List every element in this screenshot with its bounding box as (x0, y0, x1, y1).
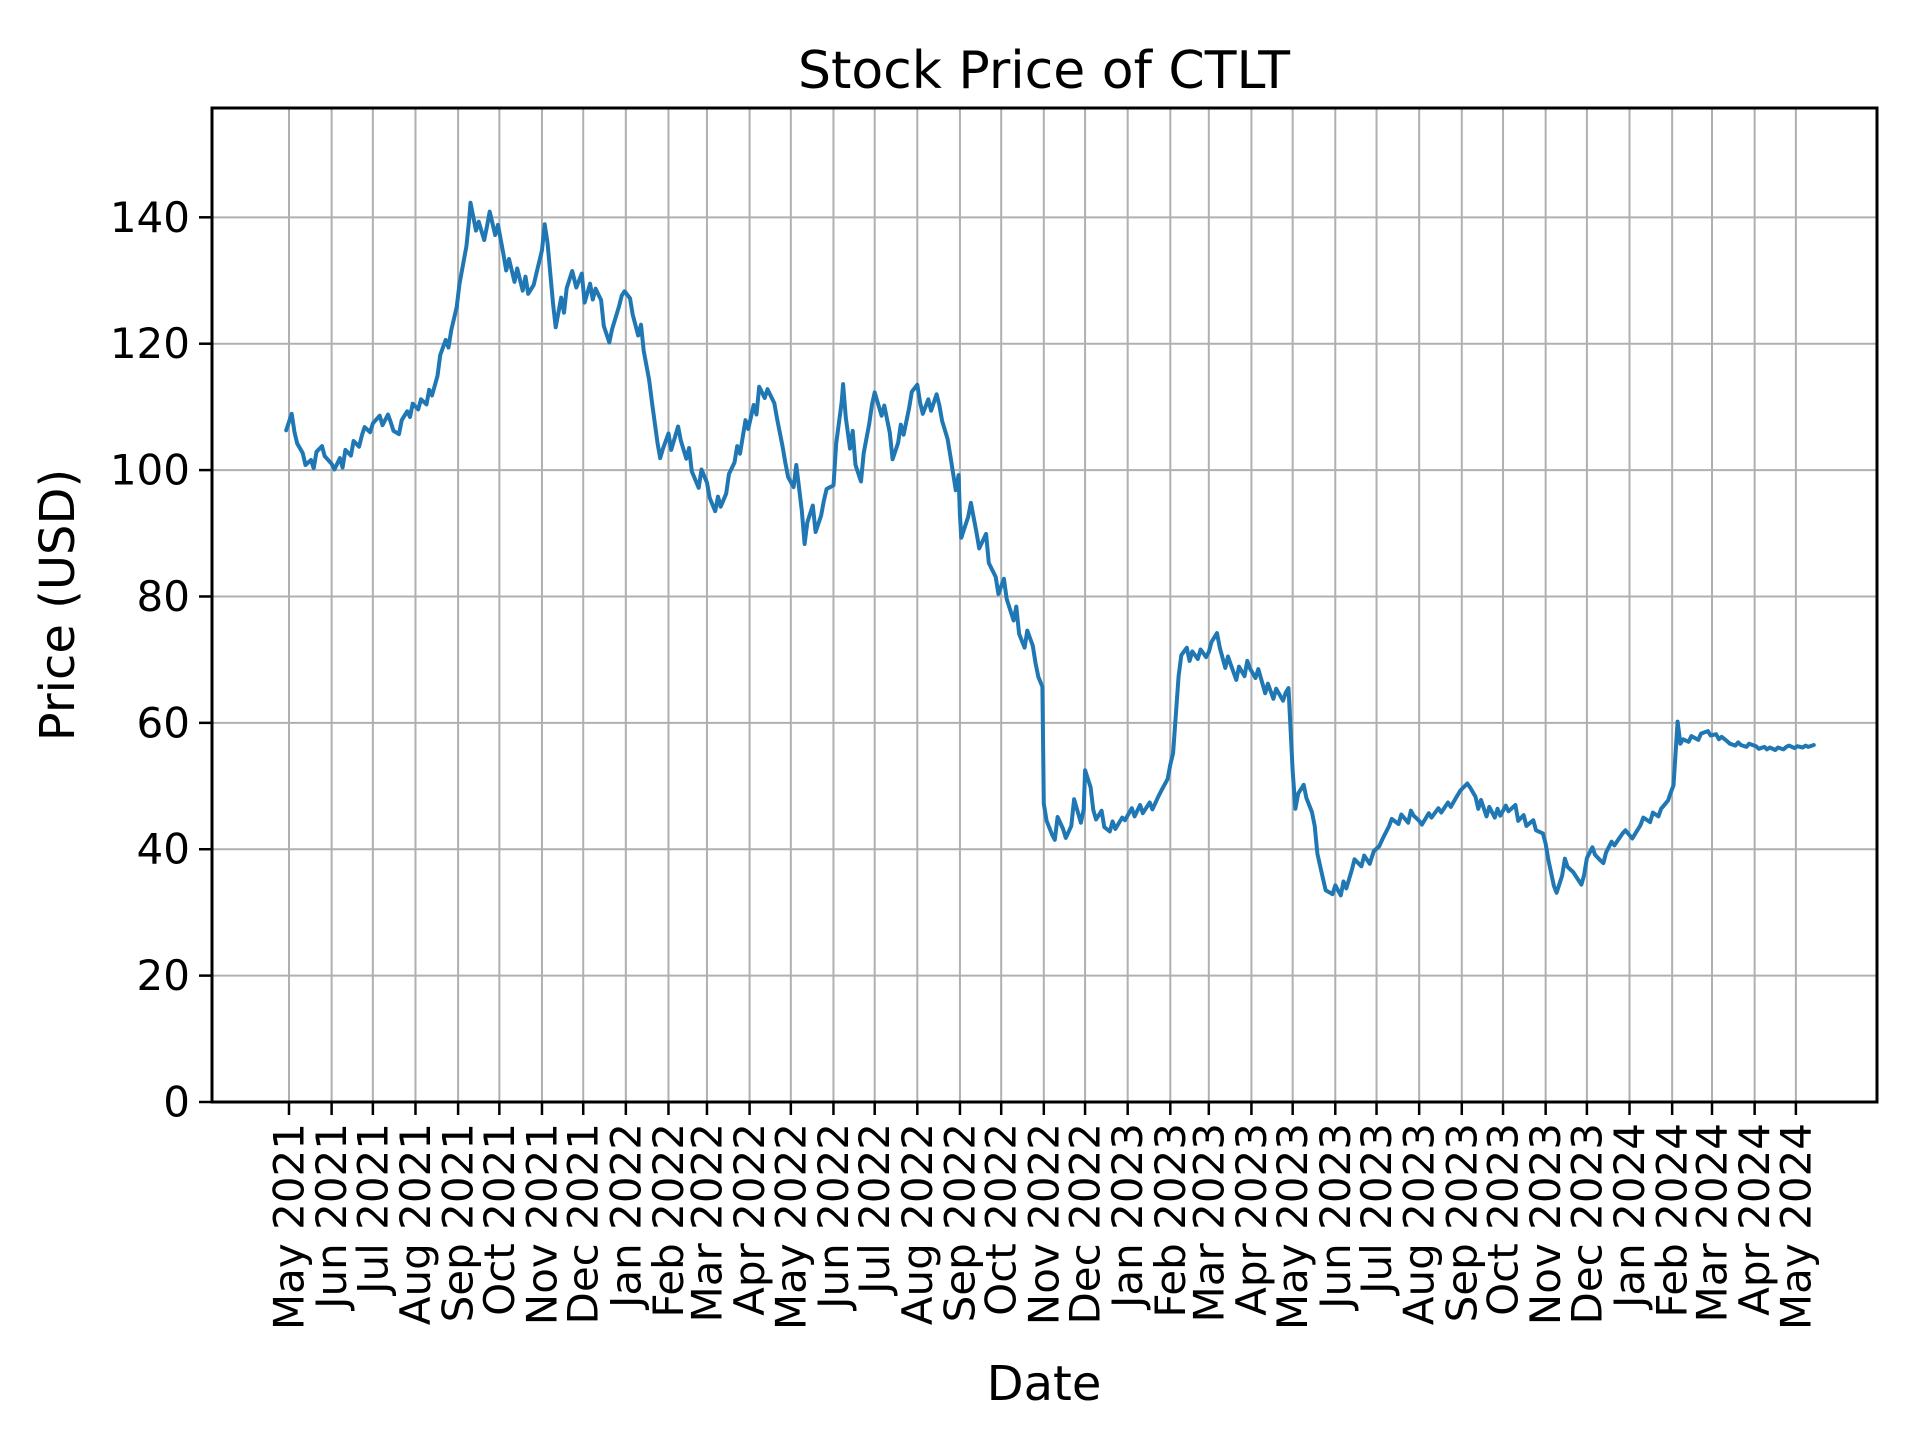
x-tick-label: May 2023 (1268, 1123, 1317, 1330)
x-tick-label: Nov 2021 (517, 1123, 566, 1325)
x-tick-label: Jul 2023 (1352, 1123, 1401, 1297)
x-tick-label: Dec 2022 (1061, 1123, 1110, 1325)
x-tick-label: Feb 2024 (1648, 1123, 1697, 1318)
y-tick-label: 100 (110, 446, 190, 495)
grid-layer (212, 108, 1877, 1103)
chart-title: Stock Price of CTLT (798, 41, 1290, 101)
y-tick-label: 20 (137, 951, 190, 1000)
x-axis-label: Date (987, 1356, 1102, 1412)
x-tick-label: Jul 2022 (850, 1123, 899, 1297)
x-tick-label: Apr 2023 (1227, 1123, 1276, 1316)
x-tick-label: Jun 2023 (1311, 1123, 1360, 1312)
x-tick-label: Jan 2024 (1605, 1123, 1654, 1311)
x-tick-label: Jan 2022 (601, 1123, 650, 1311)
x-tick-label: Sep 2022 (935, 1123, 984, 1322)
x-tick-label: Feb 2022 (644, 1123, 693, 1318)
y-axis-label: Price (USD) (30, 469, 86, 741)
x-tick-label: Dec 2023 (1562, 1123, 1611, 1325)
x-tick-label: Jun 2022 (809, 1123, 858, 1312)
x-tick-label: Dec 2021 (559, 1123, 608, 1325)
x-tick-label: Oct 2022 (977, 1123, 1026, 1316)
plot-border (210, 106, 1879, 1104)
series-layer (284, 200, 1816, 898)
y-tick-label: 40 (137, 825, 190, 874)
x-tick-label: May 2024 (1771, 1123, 1820, 1330)
y-tick-label: 140 (110, 193, 190, 242)
price-line (284, 200, 1816, 898)
x-tick-label: May 2021 (264, 1123, 313, 1330)
x-tick-label: Nov 2022 (1019, 1123, 1068, 1325)
y-tick-label: 60 (137, 698, 190, 747)
x-tick-label: Sep 2021 (434, 1123, 483, 1322)
x-tick-label: Nov 2023 (1521, 1123, 1570, 1325)
x-tick-label: Oct 2021 (475, 1123, 524, 1316)
x-tick-label: Jan 2023 (1103, 1123, 1152, 1311)
x-tick-label: Aug 2023 (1395, 1123, 1444, 1325)
x-tick-label: Mar 2022 (682, 1123, 731, 1322)
x-tick-label: Oct 2023 (1479, 1123, 1528, 1316)
x-tick-label: Mar 2024 (1688, 1123, 1737, 1322)
y-tick-label: 120 (110, 319, 190, 368)
x-tick-label: Apr 2022 (725, 1123, 774, 1316)
x-tick-label: Sep 2023 (1437, 1123, 1486, 1322)
x-tick-label: Aug 2022 (893, 1123, 942, 1325)
x-tick-label: Jul 2021 (348, 1123, 397, 1297)
x-tick-label: Feb 2023 (1146, 1123, 1195, 1318)
x-tick-label: Mar 2023 (1184, 1123, 1233, 1322)
x-tick-label: May 2022 (766, 1123, 815, 1330)
y-tick-label: 0 (163, 1078, 190, 1127)
x-tick-label: Aug 2021 (391, 1123, 440, 1325)
y-tick-label: 80 (137, 572, 190, 621)
x-tick-label: Jun 2021 (307, 1123, 356, 1312)
x-tick-label: Apr 2024 (1730, 1123, 1779, 1316)
